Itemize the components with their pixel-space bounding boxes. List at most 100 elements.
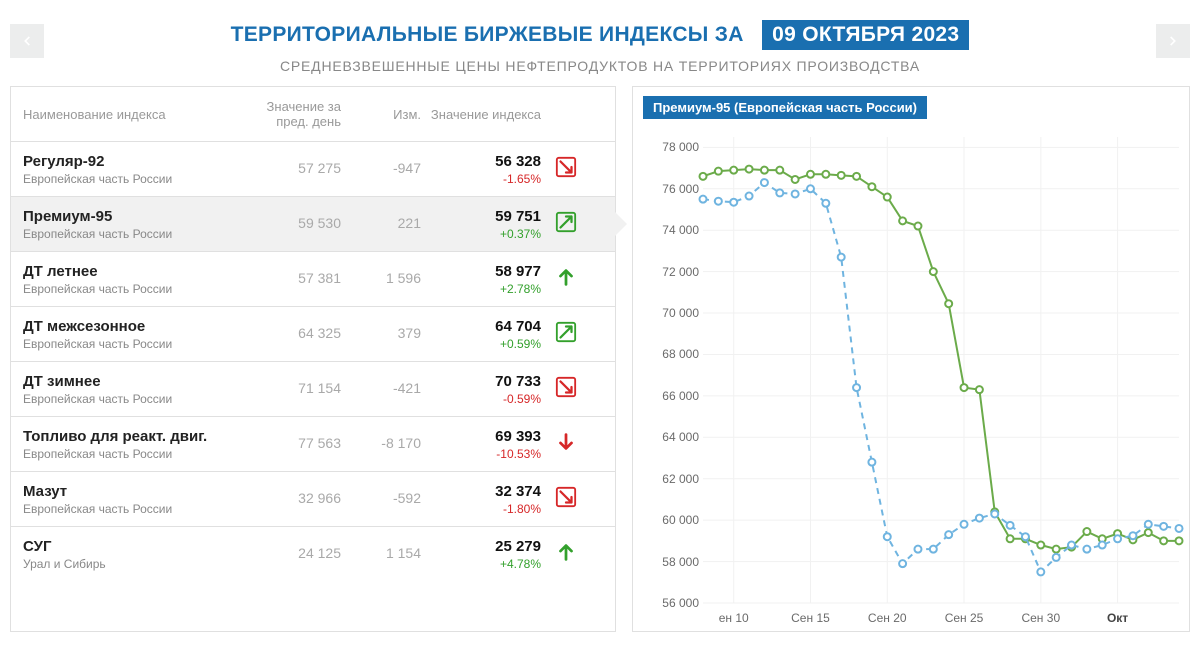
row-pct: -1.65%: [421, 172, 541, 186]
row-value: 25 279: [421, 538, 541, 555]
index-table: Наименование индекса Значение за пред. д…: [10, 86, 616, 632]
trend-up-icon: [555, 541, 577, 568]
nav-next-button[interactable]: [1156, 24, 1190, 58]
row-value: 69 393: [421, 428, 541, 445]
y-axis-label: 78 000: [639, 140, 699, 154]
y-axis-label: 70 000: [639, 306, 699, 320]
row-pct: +2.78%: [421, 282, 541, 296]
row-name: Мазут: [23, 483, 231, 500]
row-pct: -10.53%: [421, 447, 541, 461]
table-row[interactable]: ДТ зимнее Европейская часть России 71 15…: [11, 361, 615, 416]
row-region: Европейская часть России: [23, 172, 231, 186]
row-name: ДТ межсезонное: [23, 318, 231, 335]
y-axis-label: 58 000: [639, 555, 699, 569]
trend-down-icon: [555, 431, 577, 458]
row-name: СУГ: [23, 538, 231, 555]
chevron-right-icon: [1166, 34, 1180, 48]
table-header: Наименование индекса Значение за пред. д…: [11, 86, 615, 141]
y-axis-label: 66 000: [639, 389, 699, 403]
row-change: -421: [393, 380, 421, 396]
chevron-left-icon: [20, 34, 34, 48]
trend-up-icon: [555, 321, 577, 348]
chart-area[interactable]: 56 000 58 000 60 000 62 000 64 000 66 000 68 0…: [633, 86, 1189, 631]
y-axis-label: 60 000: [639, 513, 699, 527]
title-prefix: ТЕРРИТОРИАЛЬНЫЕ БИРЖЕВЫЕ ИНДЕКСЫ ЗА: [231, 23, 744, 46]
page-title: ТЕРРИТОРИАЛЬНЫЕ БИРЖЕВЫЕ ИНДЕКСЫ ЗА 09 О…: [0, 20, 1200, 50]
table-row[interactable]: СУГ Урал и Сибирь 24 125 1 154 25 279 +4…: [11, 526, 615, 581]
row-value: 70 733: [421, 373, 541, 390]
row-name: ДТ зимнее: [23, 373, 231, 390]
row-value: 56 328: [421, 153, 541, 170]
x-axis-label: Сен 20: [868, 611, 907, 625]
row-region: Европейская часть России: [23, 502, 231, 516]
row-pct: +0.59%: [421, 337, 541, 351]
row-region: Урал и Сибирь: [23, 557, 231, 571]
row-region: Европейская часть России: [23, 227, 231, 241]
row-prev: 57 275: [298, 160, 341, 176]
row-prev: 59 530: [298, 215, 341, 231]
row-change: -8 170: [381, 435, 421, 451]
table-row[interactable]: ДТ межсезонное Европейская часть России …: [11, 306, 615, 361]
table-row[interactable]: Топливо для реакт. двиг. Европейская час…: [11, 416, 615, 471]
row-name: Премиум-95: [23, 208, 231, 225]
row-prev: 77 563: [298, 435, 341, 451]
row-pct: +4.78%: [421, 557, 541, 571]
row-change: -592: [393, 490, 421, 506]
y-axis-label: 68 000: [639, 347, 699, 361]
table-row[interactable]: Премиум-95 Европейская часть России 59 5…: [11, 196, 615, 251]
title-date: 09 ОКТЯБРЯ 2023: [762, 20, 969, 50]
x-axis-label: ен 10: [719, 611, 749, 625]
trend-up-icon: [555, 266, 577, 293]
x-axis-label: Сен 15: [791, 611, 830, 625]
table-row[interactable]: Мазут Европейская часть России 32 966 -5…: [11, 471, 615, 526]
row-change: 1 154: [386, 545, 421, 561]
row-change: 379: [398, 325, 421, 341]
col-header-name: Наименование индекса: [11, 107, 231, 122]
x-axis-label: Сен 25: [945, 611, 984, 625]
row-value: 64 704: [421, 318, 541, 335]
page-subtitle: СРЕДНЕВЗВЕШЕННЫЕ ЦЕНЫ НЕФТЕПРОДУКТОВ НА …: [0, 58, 1200, 74]
row-name: ДТ летнее: [23, 263, 231, 280]
trend-down-icon: [555, 376, 577, 403]
row-change: 1 596: [386, 270, 421, 286]
table-row[interactable]: Регуляр-92 Европейская часть России 57 2…: [11, 141, 615, 196]
y-axis-label: 56 000: [639, 596, 699, 610]
y-axis-label: 64 000: [639, 430, 699, 444]
nav-prev-button[interactable]: [10, 24, 44, 58]
header: ТЕРРИТОРИАЛЬНЫЕ БИРЖЕВЫЕ ИНДЕКСЫ ЗА 09 О…: [0, 0, 1200, 86]
x-axis-label: Сен 30: [1021, 611, 1060, 625]
chart-title: Премиум-95 (Европейская часть России): [643, 96, 927, 119]
row-pct: -1.80%: [421, 502, 541, 516]
col-header-val: Значение индекса: [421, 107, 541, 122]
y-axis-label: 76 000: [639, 182, 699, 196]
table-row[interactable]: ДТ летнее Европейская часть России 57 38…: [11, 251, 615, 306]
row-prev: 32 966: [298, 490, 341, 506]
row-value: 59 751: [421, 208, 541, 225]
row-change: -947: [393, 160, 421, 176]
y-axis-label: 62 000: [639, 472, 699, 486]
row-region: Европейская часть России: [23, 392, 231, 406]
row-name: Регуляр-92: [23, 153, 231, 170]
row-region: Европейская часть России: [23, 337, 231, 351]
y-axis-label: 74 000: [639, 223, 699, 237]
trend-up-icon: [555, 211, 577, 238]
x-axis-label: Окт: [1107, 611, 1128, 625]
row-name: Топливо для реакт. двиг.: [23, 428, 231, 445]
y-axis-label: 72 000: [639, 265, 699, 279]
row-change: 221: [398, 215, 421, 231]
row-prev: 71 154: [298, 380, 341, 396]
row-value: 32 374: [421, 483, 541, 500]
row-prev: 24 125: [298, 545, 341, 561]
trend-down-icon: [555, 156, 577, 183]
row-region: Европейская часть России: [23, 447, 231, 461]
row-pct: -0.59%: [421, 392, 541, 406]
col-header-chg: Изм.: [341, 107, 421, 122]
main-content: Наименование индекса Значение за пред. д…: [0, 86, 1200, 632]
chart-panel: Премиум-95 (Европейская часть России) 56…: [632, 86, 1190, 632]
row-region: Европейская часть России: [23, 282, 231, 296]
row-prev: 57 381: [298, 270, 341, 286]
trend-down-icon: [555, 486, 577, 513]
row-pct: +0.37%: [421, 227, 541, 241]
row-value: 58 977: [421, 263, 541, 280]
row-prev: 64 325: [298, 325, 341, 341]
